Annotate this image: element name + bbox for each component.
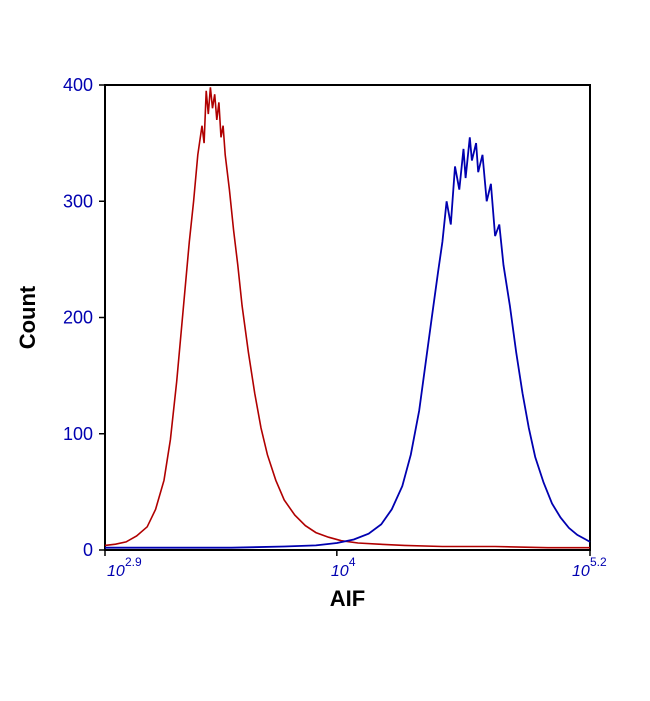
- x-tick-exp: 4: [349, 555, 356, 569]
- y-axis-label: Count: [15, 285, 40, 349]
- x-tick-exp: 2.9: [125, 555, 142, 569]
- y-tick-label: 100: [63, 424, 93, 444]
- x-tick-base: 10: [572, 563, 590, 580]
- y-tick-label: 200: [63, 308, 93, 328]
- y-tick-label: 400: [63, 75, 93, 95]
- x-tick-base: 10: [331, 563, 349, 580]
- x-axis-label: AIF: [330, 586, 365, 611]
- x-tick-exp: 5.2: [590, 555, 607, 569]
- y-tick-label: 300: [63, 191, 93, 211]
- flow-cytometry-histogram: 0100200300400102.9104105.2CountAIF: [0, 0, 650, 701]
- chart-svg: 0100200300400102.9104105.2CountAIF: [0, 0, 650, 701]
- y-tick-label: 0: [83, 540, 93, 560]
- x-tick-base: 10: [107, 563, 125, 580]
